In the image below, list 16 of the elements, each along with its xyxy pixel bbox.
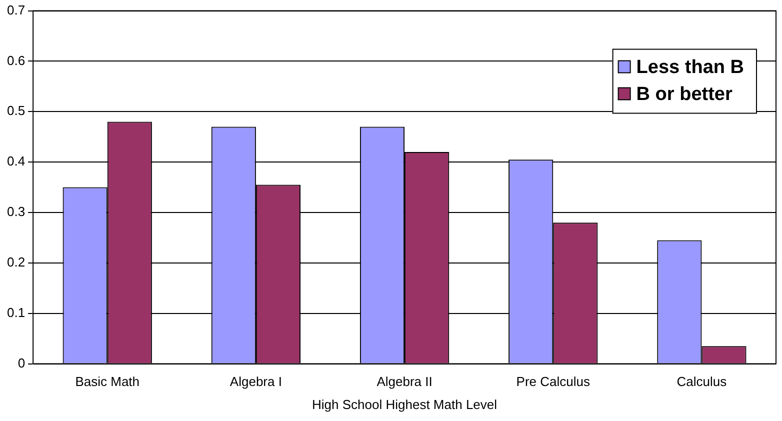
x-tick-label: Algebra II bbox=[376, 374, 432, 390]
y-tick-label: 0.6 bbox=[6, 52, 26, 68]
x-tick-label: Basic Math bbox=[75, 374, 140, 390]
y-tick-label: 0.5 bbox=[6, 103, 26, 118]
x-tick-label: Pre Calculus bbox=[516, 374, 590, 390]
legend-label: B or better bbox=[636, 84, 733, 106]
y-tick-label: 0.3 bbox=[6, 204, 26, 220]
y-tick-label: 0 bbox=[18, 355, 26, 370]
y-tick-label: 0.2 bbox=[6, 254, 26, 270]
legend-label: Less than B bbox=[636, 57, 744, 78]
y-tick-label: 0.7 bbox=[6, 2, 26, 18]
x-tick-label: Calculus bbox=[676, 374, 728, 390]
x-tick-label: Algebra I bbox=[230, 374, 282, 390]
x-axis-title: High School Highest Math Level bbox=[312, 396, 498, 412]
y-tick-label: 0.1 bbox=[6, 304, 26, 320]
y-tick-label: 0.4 bbox=[6, 154, 26, 169]
